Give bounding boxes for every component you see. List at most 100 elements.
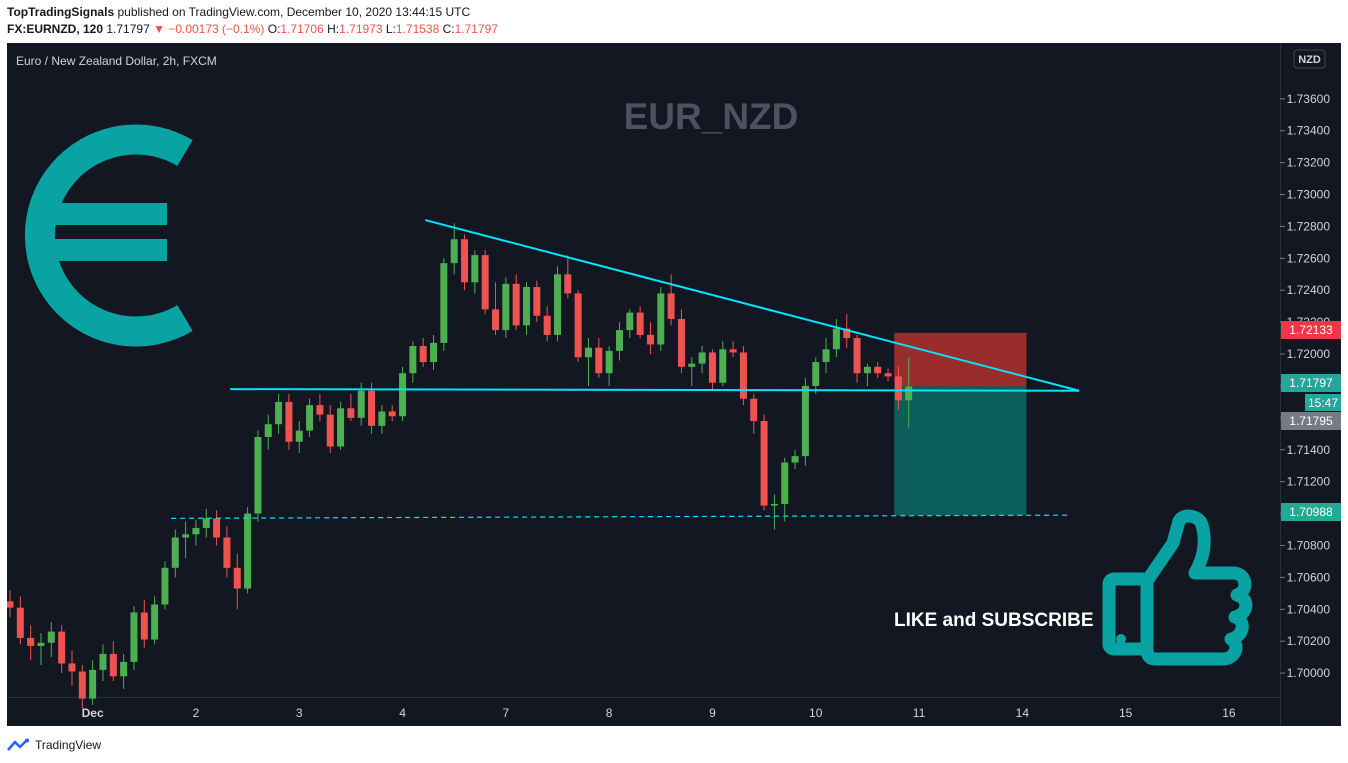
x-tick-label: 4 — [399, 706, 406, 720]
candle — [109, 641, 117, 682]
y-tick-label: 1.70200 — [1287, 634, 1331, 648]
candle — [605, 346, 613, 386]
candle — [419, 338, 427, 367]
candle — [47, 622, 55, 658]
candle — [192, 519, 200, 546]
y-tick-label: 1.72800 — [1287, 219, 1331, 233]
y-tick-label: 1.73000 — [1287, 188, 1331, 202]
x-tick-label: 14 — [1016, 706, 1030, 720]
candle — [140, 599, 148, 648]
candle — [657, 287, 665, 351]
symbol-watermark: EUR_NZD — [624, 96, 799, 137]
countdown-badge — [1305, 394, 1341, 411]
candle — [492, 282, 500, 335]
candle — [584, 338, 592, 386]
target-price-badge — [1281, 503, 1341, 521]
candle — [626, 309, 634, 339]
target-price-label: 1.70988 — [1289, 505, 1333, 519]
y-tick-label: 1.70400 — [1287, 602, 1331, 616]
candle — [543, 306, 551, 342]
last-price: 1.71797 — [106, 22, 150, 36]
candle — [719, 341, 727, 386]
candle — [6, 590, 14, 618]
open-label: O: — [267, 22, 281, 36]
candle — [729, 341, 737, 358]
low-value: 1.71538 — [395, 22, 440, 36]
horizontal-trendline[interactable] — [230, 388, 1080, 392]
high-label: H: — [327, 22, 340, 36]
candle — [595, 338, 603, 378]
chart-panel[interactable]: EUR_NZD Euro / New Zealand Dollar, 2h, F… — [6, 43, 1341, 726]
support-dashed-line[interactable] — [171, 514, 1069, 519]
candle — [770, 494, 778, 530]
currency-button[interactable]: NZD — [1298, 54, 1321, 66]
x-tick-label: 2 — [193, 706, 200, 720]
candle — [161, 561, 169, 610]
tradingview-brand[interactable]: TradingView — [35, 738, 102, 752]
candle — [264, 414, 272, 450]
candle — [615, 322, 623, 361]
candle — [368, 382, 376, 434]
x-tick-label: 11 — [913, 706, 926, 720]
candle — [553, 266, 561, 342]
candle — [430, 334, 438, 370]
price-chart[interactable]: EUR_NZD Euro / New Zealand Dollar, 2h, F… — [6, 43, 1341, 726]
symbol-label: FX:EURNZD, 120 — [7, 22, 104, 36]
candle — [440, 258, 448, 351]
candle — [223, 526, 231, 578]
candle — [89, 660, 97, 705]
candle — [295, 421, 303, 453]
high-value: 1.71973 — [339, 22, 383, 36]
chart-background — [7, 43, 1341, 726]
candle — [646, 322, 654, 355]
candle — [285, 393, 293, 450]
candle — [750, 393, 758, 434]
open-value: 1.71706 — [280, 22, 324, 36]
candle — [832, 318, 840, 358]
candle — [306, 398, 314, 437]
candle — [853, 334, 861, 383]
y-tick-label: 1.70600 — [1287, 570, 1331, 584]
thumbs-up-icon — [1102, 509, 1253, 666]
take-profit-zone[interactable] — [894, 386, 1027, 516]
candle — [688, 357, 696, 386]
candle — [533, 280, 541, 323]
candle — [130, 606, 138, 670]
tradingview-logo-icon[interactable] — [7, 738, 31, 752]
candle — [564, 255, 572, 299]
candle — [905, 357, 913, 428]
current-price-badge — [1281, 374, 1341, 392]
candle — [502, 277, 510, 339]
x-tick-label: 10 — [809, 706, 823, 720]
ohlc-line: FX:EURNZD, 120 1.71797 ▼ −0.00173 (−0.1%… — [7, 22, 498, 36]
candle — [275, 393, 283, 434]
candle — [801, 377, 809, 466]
tradingview-footer: TradingView — [7, 737, 101, 753]
bid-price-label: 1.71795 — [1289, 414, 1333, 428]
candle — [894, 366, 902, 410]
chart-legend: Euro / New Zealand Dollar, 2h, FXCM — [16, 54, 217, 68]
y-tick-label: 1.72000 — [1287, 347, 1331, 361]
candle — [182, 521, 190, 559]
publisher-name[interactable]: TopTradingSignals — [7, 5, 115, 19]
euro-icon — [24, 124, 193, 347]
candle — [574, 290, 582, 363]
published-text: published on TradingView.com, December 1… — [117, 5, 471, 19]
candle — [337, 401, 345, 450]
candle — [78, 665, 86, 709]
candle — [667, 274, 675, 326]
current-price-label: 1.71797 — [1289, 376, 1333, 390]
countdown-label: 15:47 — [1308, 396, 1338, 410]
candle — [213, 510, 221, 546]
candle — [461, 234, 469, 291]
currency-button-bg — [1293, 49, 1326, 69]
candle — [523, 282, 530, 335]
stop-price-label: 1.72133 — [1289, 323, 1333, 337]
x-tick-label: 16 — [1222, 706, 1236, 720]
candle — [347, 393, 355, 422]
y-tick-label: 1.70800 — [1287, 538, 1331, 552]
bid-price-badge — [1281, 412, 1341, 430]
publish-info: TopTradingSignals published on TradingVi… — [7, 5, 470, 19]
y-tick-label: 1.72400 — [1287, 283, 1331, 297]
descending-trendline[interactable] — [425, 219, 1080, 392]
